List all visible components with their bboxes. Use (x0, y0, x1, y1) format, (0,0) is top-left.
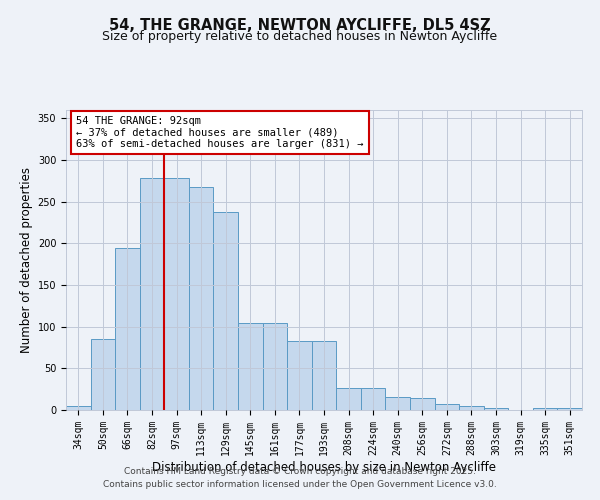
Bar (91, 339, 115, 410)
Bar (164, 178, 189, 410)
Bar (336, 388, 361, 410)
Text: 54, THE GRANGE, NEWTON AYCLIFFE, DL5 4SZ: 54, THE GRANGE, NEWTON AYCLIFFE, DL5 4SZ (109, 18, 491, 32)
X-axis label: Distribution of detached houses by size in Newton Aycliffe: Distribution of detached houses by size … (152, 460, 496, 473)
Text: 54 THE GRANGE: 92sqm
← 37% of detached houses are smaller (489)
63% of semi-deta: 54 THE GRANGE: 92sqm ← 37% of detached h… (76, 116, 364, 149)
Bar (115, 248, 140, 410)
Bar (434, 404, 459, 410)
Bar (484, 408, 508, 410)
Bar (410, 398, 434, 410)
Bar (533, 408, 557, 410)
Bar (312, 341, 336, 410)
Bar (140, 178, 164, 410)
Bar (66, 406, 91, 410)
Bar (263, 322, 287, 410)
Bar (385, 396, 410, 410)
Text: Contains public sector information licensed under the Open Government Licence v3: Contains public sector information licen… (103, 480, 497, 489)
Bar (214, 212, 238, 410)
Bar (287, 341, 312, 410)
Bar (238, 322, 263, 410)
Bar (459, 406, 484, 410)
Text: Contains HM Land Registry data © Crown copyright and database right 2025.: Contains HM Land Registry data © Crown c… (124, 467, 476, 476)
Y-axis label: Number of detached properties: Number of detached properties (20, 167, 34, 353)
Bar (557, 408, 582, 410)
Bar (189, 186, 214, 410)
Bar (361, 388, 385, 410)
Text: Size of property relative to detached houses in Newton Aycliffe: Size of property relative to detached ho… (103, 30, 497, 43)
